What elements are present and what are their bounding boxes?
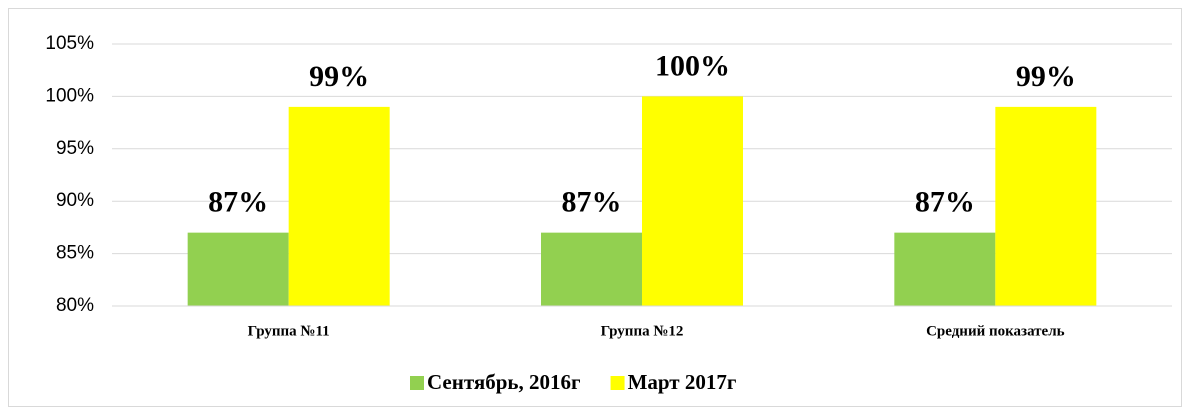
data-label: 87%: [915, 186, 975, 219]
y-tick-label: 100%: [45, 85, 94, 106]
data-label: 99%: [309, 60, 369, 93]
legend-label: Март 2017г: [628, 370, 737, 394]
chart-border: [8, 8, 1182, 407]
bar: [541, 232, 642, 306]
bar: [894, 232, 996, 306]
x-tick-label: Группа №11: [248, 323, 330, 339]
bar: [187, 232, 289, 306]
bar: [288, 106, 390, 306]
x-tick-label: Средний показатель: [926, 323, 1065, 339]
bar: [642, 96, 743, 307]
data-label: 87%: [562, 186, 622, 219]
y-tick-label: 80%: [56, 295, 94, 316]
data-label: 99%: [1016, 60, 1076, 93]
data-label: 87%: [208, 186, 268, 219]
bar: [995, 106, 1097, 306]
x-tick-label: Группа №12: [601, 323, 684, 339]
y-tick-label: 90%: [56, 190, 94, 211]
data-label: 100%: [655, 49, 730, 82]
y-tick-label: 85%: [56, 243, 94, 264]
legend-label: Сентябрь, 2016г: [427, 370, 581, 394]
y-tick-label: 95%: [56, 138, 94, 159]
legend-swatch: [410, 376, 424, 390]
legend-swatch: [610, 376, 625, 390]
y-tick-label: 105%: [45, 33, 94, 54]
